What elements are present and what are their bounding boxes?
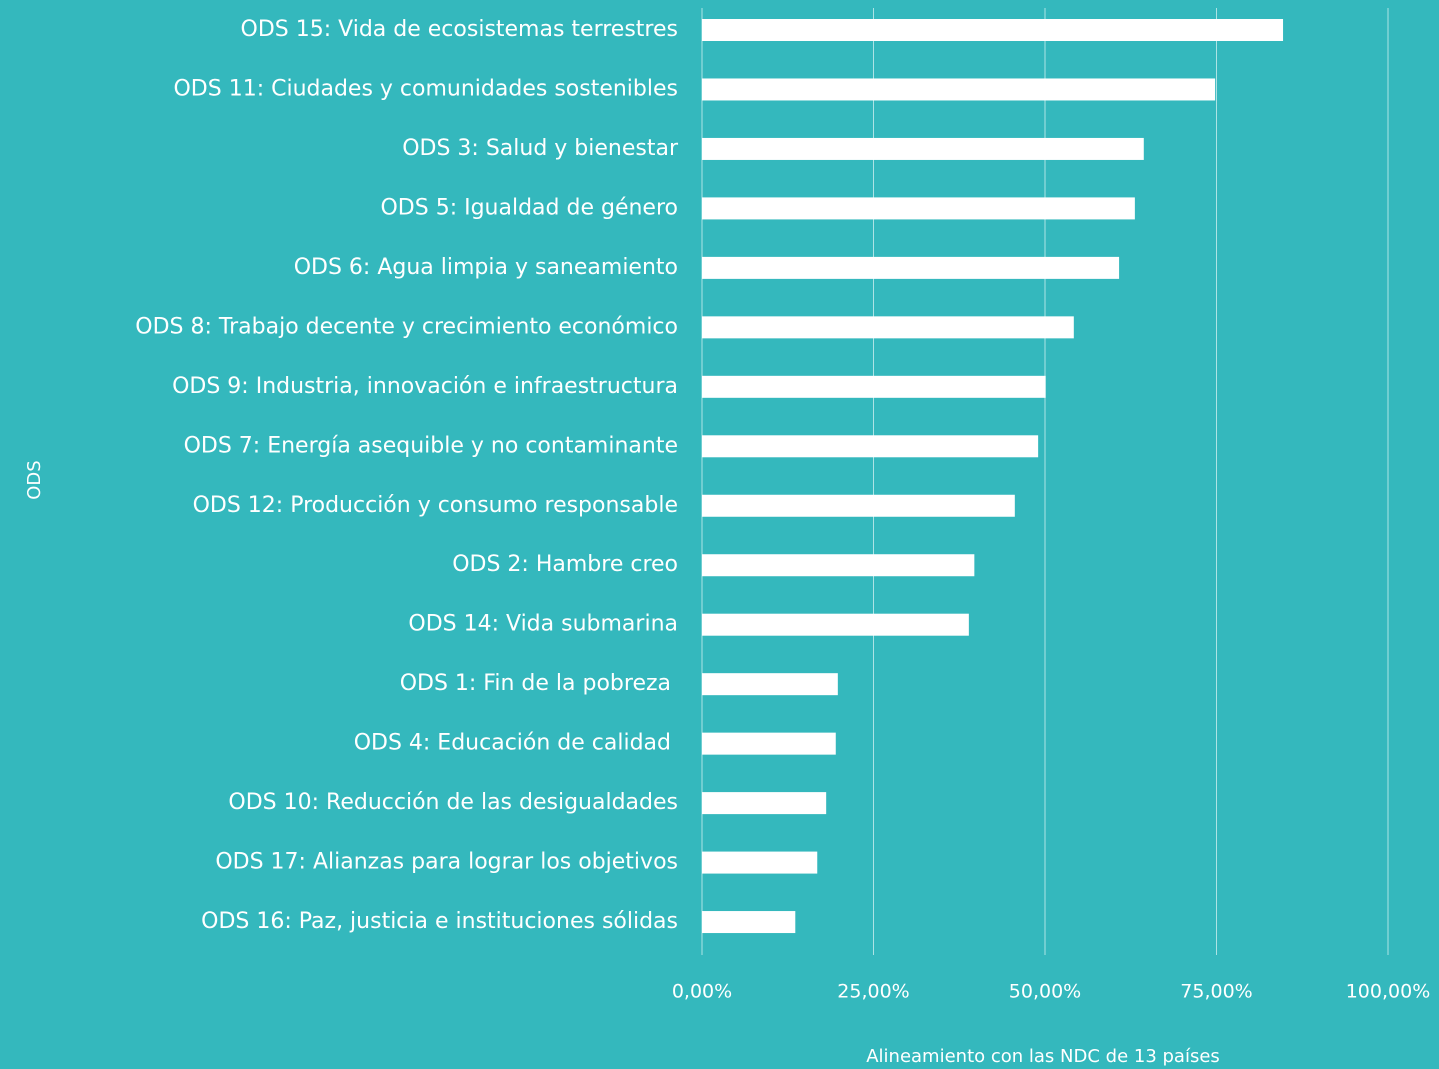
bar xyxy=(702,911,796,934)
y-tick-label: ODS 16: Paz, justicia e instituciones só… xyxy=(201,909,678,934)
y-tick-label: ODS 12: Producción y consumo responsable xyxy=(193,493,678,518)
x-tick-label: 100,00% xyxy=(1346,981,1431,1003)
y-tick-label: ODS 14: Vida submarina xyxy=(408,612,678,637)
bar xyxy=(702,375,1046,398)
y-tick-label: ODS 17: Alianzas para lograr los objetiv… xyxy=(215,850,678,875)
bar xyxy=(702,78,1216,101)
bar xyxy=(702,435,1039,458)
y-tick-label: ODS 4: Educación de calidad xyxy=(354,731,678,756)
y-tick-label: ODS 10: Reducción de las desigualdades xyxy=(228,790,678,815)
bar xyxy=(702,197,1135,220)
y-tick-label: ODS 6: Agua limpia y saneamiento xyxy=(294,255,678,280)
x-tick-label: 50,00% xyxy=(1009,981,1081,1003)
y-tick-label: ODS 15: Vida de ecosistemas terrestres xyxy=(241,17,678,42)
y-tick-label: ODS 1: Fin de la pobreza xyxy=(400,671,678,696)
bar xyxy=(702,256,1120,279)
x-tick-label: 75,00% xyxy=(1180,981,1252,1003)
y-tick-label: ODS 7: Energía asequible y no contaminan… xyxy=(184,433,678,458)
bar xyxy=(702,137,1144,160)
y-tick-label: ODS 2: Hambre creo xyxy=(452,552,678,577)
y-tick-label: ODS 8: Trabajo decente y crecimiento eco… xyxy=(135,314,678,339)
x-axis-title: Alineamiento con las NDC de 13 países xyxy=(866,1046,1220,1067)
bar xyxy=(702,732,836,755)
bar xyxy=(702,673,838,696)
bar xyxy=(702,554,975,577)
bar xyxy=(702,494,1015,517)
y-tick-label: ODS 3: Salud y bienestar xyxy=(402,136,679,161)
y-tick-label: ODS 9: Industria, innovación e infraestr… xyxy=(172,374,678,399)
bar xyxy=(702,613,969,636)
bar xyxy=(702,316,1074,339)
x-tick-label: 25,00% xyxy=(837,981,909,1003)
bar xyxy=(702,792,827,815)
bar xyxy=(702,19,1284,41)
x-tick-label: 0,00% xyxy=(672,981,732,1003)
y-tick-label: ODS 5: Igualdad de género xyxy=(380,195,678,220)
bar xyxy=(702,851,818,874)
y-axis-title: ODS xyxy=(24,460,45,499)
y-tick-label: ODS 11: Ciudades y comunidades sostenibl… xyxy=(173,76,678,101)
